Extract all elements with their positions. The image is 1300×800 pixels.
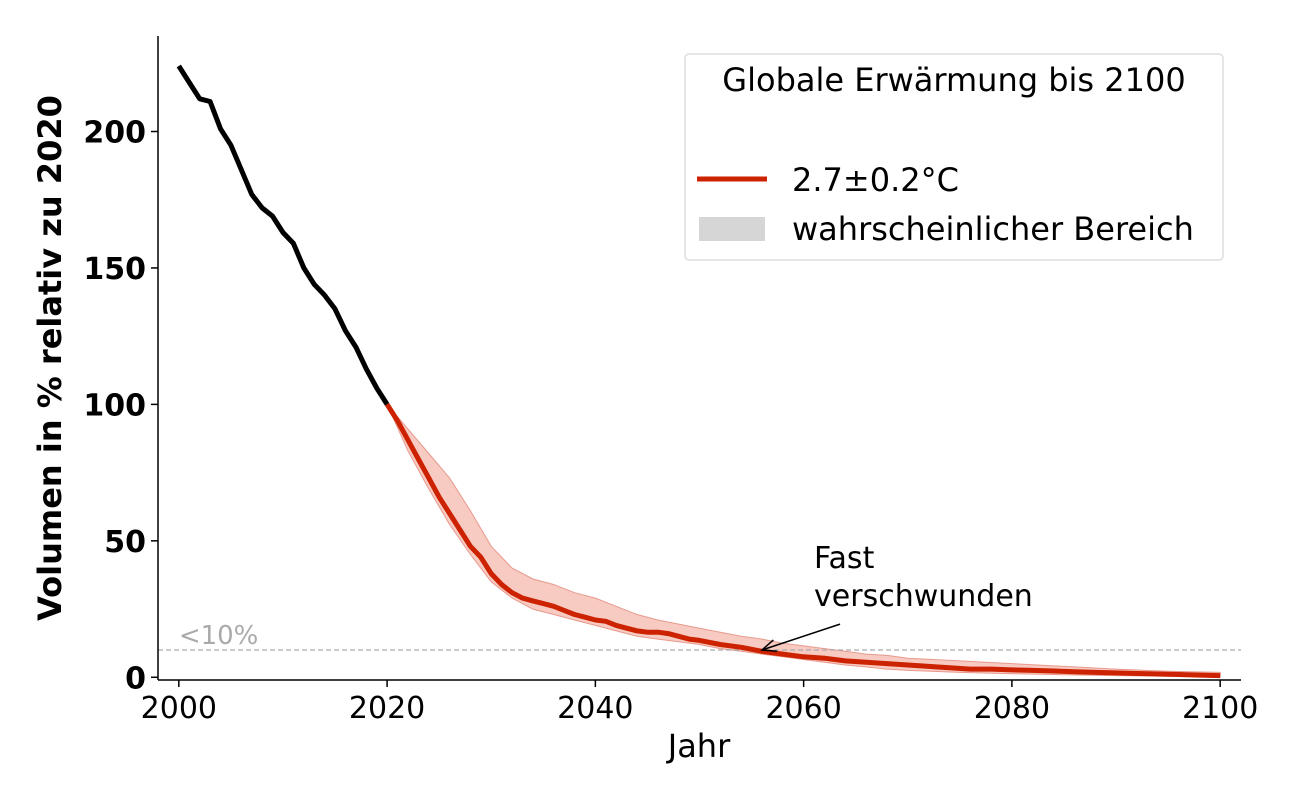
threshold-label: <10% <box>179 621 259 651</box>
y-ticks: 0 50 100 150 200 <box>83 116 158 696</box>
y-axis-title: Volumen in % relativ zu 2020 <box>31 95 69 621</box>
legend-entry-label-line: 2.7±0.2°C <box>792 161 959 199</box>
legend-entry-label-band: wahrscheinlicher Bereich <box>792 210 1194 248</box>
y-tick-label: 150 <box>83 252 146 287</box>
x-tick-label: 2080 <box>974 691 1050 726</box>
x-tick-label: 2100 <box>1182 691 1258 726</box>
axes-layer: 0 50 100 150 200 2000 2020 2040 2060 2080 2100 Ja… <box>31 36 1258 765</box>
x-ticks: 2000 2020 2040 2060 2080 2100 <box>141 680 1258 726</box>
x-tick-label: 2020 <box>349 691 425 726</box>
historical-series-line <box>176 64 390 406</box>
legend-frame <box>684 53 1224 261</box>
legend: Globale Erwärmung bis 2100 2.7±0.2°C wah… <box>684 53 1224 261</box>
annotation-text: Fast verschwunden <box>814 541 1033 614</box>
series-layer <box>176 64 1221 679</box>
y-tick-label: 200 <box>83 116 146 151</box>
x-tick-label: 2000 <box>141 691 217 726</box>
y-tick-label: 100 <box>83 388 146 423</box>
legend-title: Globale Erwärmung bis 2100 <box>722 61 1185 99</box>
x-axis-title: Jahr <box>666 727 731 765</box>
annotation-layer: Fast verschwunden <box>760 541 1033 653</box>
x-tick-label: 2040 <box>557 691 633 726</box>
y-tick-label: 0 <box>125 661 146 696</box>
legend-band-swatch <box>699 217 765 241</box>
annotation-line: verschwunden <box>814 579 1033 614</box>
annotation-line: Fast <box>814 541 875 576</box>
annotation-arrowhead <box>760 639 778 653</box>
threshold-layer: <10% <box>158 621 1241 651</box>
y-tick-label: 50 <box>104 525 146 560</box>
annotation-arrow <box>761 623 841 651</box>
x-tick-label: 2060 <box>765 691 841 726</box>
projection-series-line <box>384 403 1221 679</box>
